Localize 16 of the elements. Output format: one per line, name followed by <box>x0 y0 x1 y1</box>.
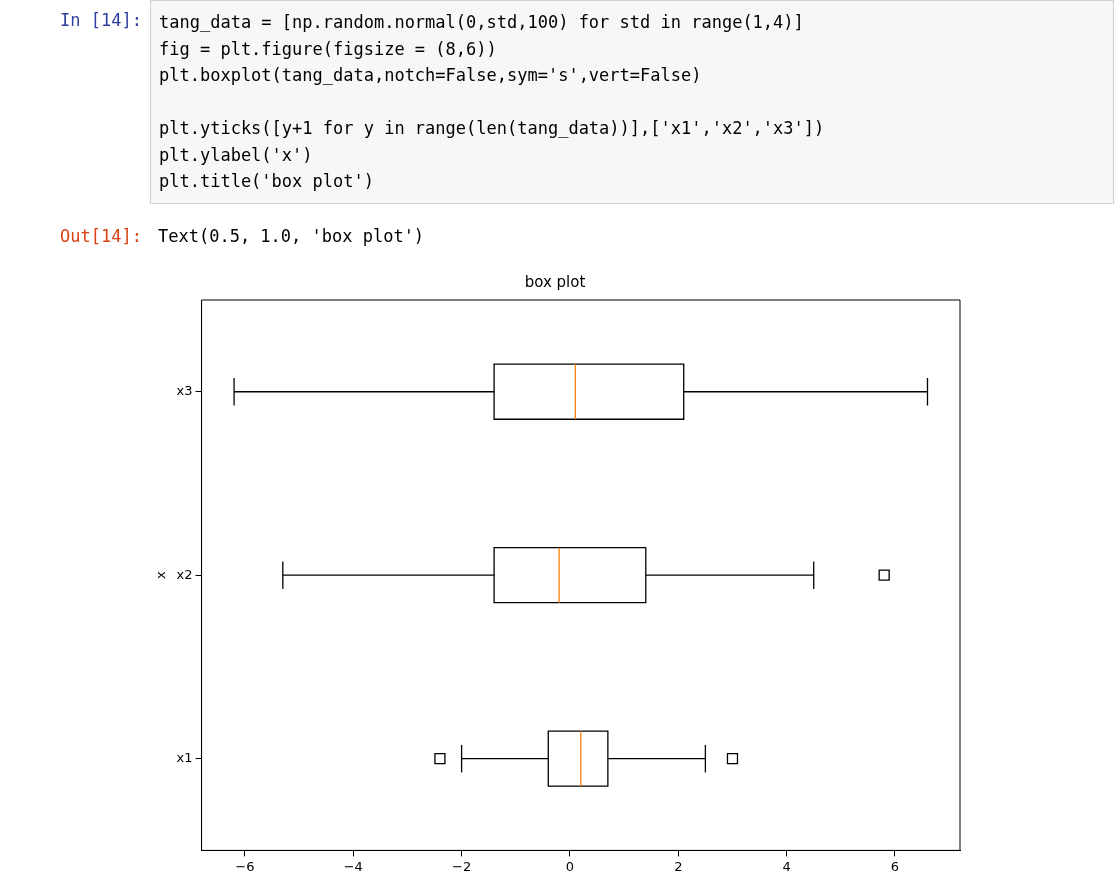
text: tang_data = [np.random.normal(0,std,100) for std in range(1,4)] fig = plt.figure(figsize = (8,6)) plt.boxplot(tang_data,notch=False,sym='s',vert=False) plt.yticks([y+1 for y in range(len(tang_data))],['x1','x2','x3']) plt.ylabel('x') plt.title('box plot') <box>159 12 825 191</box>
x-tick-label: 2 <box>674 858 683 874</box>
chart-title: box plot <box>524 272 586 291</box>
y-axis-title: x <box>153 571 169 580</box>
x-tick-label: 6 <box>890 858 900 874</box>
x-tick-label: −2 <box>452 858 472 874</box>
text: In [14]: <box>59 9 143 32</box>
x-tick-label: −6 <box>235 858 255 874</box>
x-tick-label: 0 <box>565 858 575 874</box>
x-tick-label: −4 <box>343 858 363 874</box>
text: Text(0.5, 1.0, 'box plot') <box>157 224 426 248</box>
x-tick-label: 4 <box>782 858 791 874</box>
y-tick-label: x3 <box>176 383 193 399</box>
y-tick-label: x2 <box>176 566 193 582</box>
y-tick-label: x1 <box>176 750 193 766</box>
text: Out[14]: <box>59 224 143 248</box>
